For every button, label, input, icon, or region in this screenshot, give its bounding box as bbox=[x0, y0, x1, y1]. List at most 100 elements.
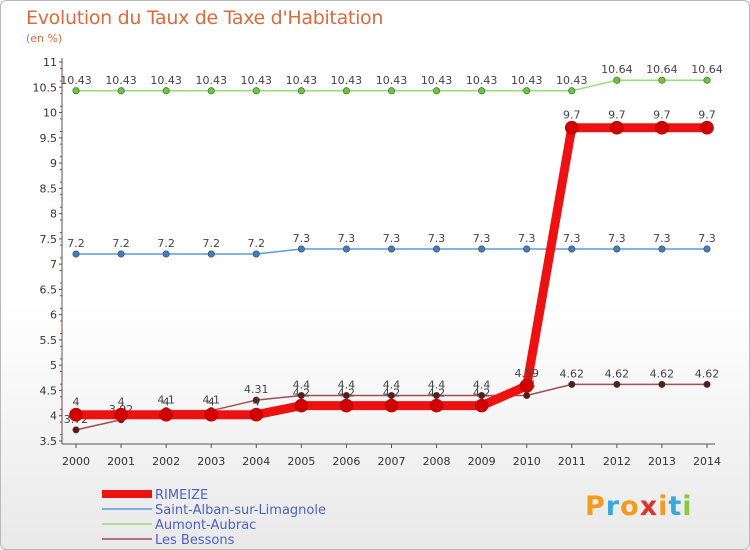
x-tick-label: 2003 bbox=[197, 455, 225, 468]
x-tick-label: 2002 bbox=[152, 455, 180, 468]
data-point-les-bessons bbox=[478, 392, 486, 400]
data-label-rimeize: 9.7 bbox=[563, 109, 581, 122]
data-label-rimeize: 4.2 bbox=[338, 387, 356, 400]
data-label-saint-alban-sur-limagnole: 7.2 bbox=[202, 237, 220, 250]
data-label-saint-alban-sur-limagnole: 7.2 bbox=[112, 237, 130, 250]
data-point-saint-alban-sur-limagnole bbox=[162, 250, 170, 258]
y-tick-label: 9.5 bbox=[40, 132, 58, 145]
data-point-aumont-aubrac bbox=[658, 76, 666, 84]
data-label-aumont-aubrac: 10.64 bbox=[646, 63, 678, 76]
data-point-les-bessons bbox=[703, 380, 711, 388]
data-point-rimeize bbox=[610, 120, 624, 135]
x-tick-label: 2013 bbox=[648, 455, 676, 468]
data-point-saint-alban-sur-limagnole bbox=[613, 245, 621, 253]
logo-letter: i bbox=[658, 491, 669, 522]
data-point-saint-alban-sur-limagnole bbox=[252, 250, 260, 258]
x-tick-label: 2004 bbox=[242, 455, 270, 468]
data-point-aumont-aubrac bbox=[478, 87, 486, 95]
data-point-saint-alban-sur-limagnole bbox=[433, 245, 441, 253]
data-point-saint-alban-sur-limagnole bbox=[523, 245, 531, 253]
data-point-saint-alban-sur-limagnole bbox=[117, 250, 125, 258]
y-tick-label: 8 bbox=[50, 208, 57, 221]
x-tick-label: 2007 bbox=[378, 455, 406, 468]
data-label-rimeize: 4.2 bbox=[383, 387, 401, 400]
data-label-rimeize: 9.7 bbox=[608, 109, 626, 122]
x-tick-label: 2010 bbox=[513, 455, 541, 468]
data-label-aumont-aubrac: 10.43 bbox=[466, 74, 498, 87]
logo-letter: o bbox=[620, 491, 640, 522]
data-point-rimeize bbox=[655, 120, 669, 135]
data-label-rimeize: 9.7 bbox=[653, 109, 671, 122]
data-label-saint-alban-sur-limagnole: 7.3 bbox=[293, 232, 311, 245]
data-point-aumont-aubrac bbox=[342, 87, 350, 95]
y-tick-label: 10 bbox=[43, 107, 57, 120]
data-label-les-bessons: 4.4 bbox=[383, 379, 401, 392]
data-point-saint-alban-sur-limagnole bbox=[658, 245, 666, 253]
data-label-les-bessons: 4.1 bbox=[157, 394, 175, 407]
data-label-saint-alban-sur-limagnole: 7.2 bbox=[157, 237, 175, 250]
y-tick-label: 7 bbox=[50, 258, 57, 271]
data-label-les-bessons: 4.62 bbox=[560, 367, 585, 380]
data-point-rimeize bbox=[339, 398, 354, 413]
x-tick-label: 2012 bbox=[603, 455, 631, 468]
y-tick-label: 7.5 bbox=[40, 233, 58, 246]
logo-letter: P bbox=[585, 491, 606, 522]
data-label-saint-alban-sur-limagnole: 7.2 bbox=[248, 237, 266, 250]
data-label-aumont-aubrac: 10.43 bbox=[150, 74, 182, 87]
data-point-saint-alban-sur-limagnole bbox=[703, 245, 711, 253]
data-label-saint-alban-sur-limagnole: 7.3 bbox=[563, 232, 581, 245]
data-point-rimeize bbox=[474, 398, 489, 413]
data-label-aumont-aubrac: 10.43 bbox=[105, 74, 137, 87]
data-label-saint-alban-sur-limagnole: 7.3 bbox=[338, 232, 356, 245]
data-point-aumont-aubrac bbox=[162, 87, 170, 95]
x-tick-label: 2001 bbox=[107, 455, 135, 468]
data-label-rimeize: 4 bbox=[163, 396, 170, 409]
data-point-aumont-aubrac bbox=[613, 76, 621, 84]
data-label-les-bessons: 4.4 bbox=[428, 379, 446, 392]
data-point-rimeize bbox=[159, 407, 173, 422]
data-label-aumont-aubrac: 10.64 bbox=[691, 63, 723, 76]
data-point-les-bessons bbox=[387, 392, 395, 400]
data-point-les-bessons bbox=[433, 392, 441, 400]
data-label-les-bessons: 4.62 bbox=[605, 367, 630, 380]
y-tick-label: 3.5 bbox=[40, 435, 58, 448]
x-tick-label: 2014 bbox=[693, 455, 721, 468]
data-point-saint-alban-sur-limagnole bbox=[478, 245, 486, 253]
data-point-rimeize bbox=[429, 398, 444, 413]
data-label-aumont-aubrac: 10.43 bbox=[421, 74, 453, 87]
data-label-aumont-aubrac: 10.43 bbox=[511, 74, 543, 87]
x-tick-label: 2011 bbox=[558, 455, 586, 468]
y-tick-label: 6.5 bbox=[40, 283, 58, 296]
data-point-rimeize bbox=[294, 398, 309, 413]
data-point-aumont-aubrac bbox=[433, 87, 441, 95]
data-point-les-bessons bbox=[658, 380, 666, 388]
y-tick-label: 4.5 bbox=[40, 384, 58, 397]
legend-label-aumont-aubrac: Aumont-Aubrac bbox=[155, 518, 256, 533]
data-point-aumont-aubrac bbox=[207, 87, 215, 95]
y-tick-label: 5.5 bbox=[40, 334, 58, 347]
data-point-saint-alban-sur-limagnole bbox=[207, 250, 215, 258]
y-tick-label: 5 bbox=[50, 359, 57, 372]
legend-label-saint-alban-sur-limagnole: Saint-Alban-sur-Limagnole bbox=[155, 503, 326, 518]
data-point-aumont-aubrac bbox=[568, 87, 576, 95]
legend-label-les-bessons: Les Bessons bbox=[155, 533, 235, 548]
data-label-aumont-aubrac: 10.43 bbox=[60, 74, 92, 87]
data-label-aumont-aubrac: 10.43 bbox=[286, 74, 318, 87]
data-point-les-bessons bbox=[72, 426, 80, 434]
data-point-saint-alban-sur-limagnole bbox=[568, 245, 576, 253]
data-point-saint-alban-sur-limagnole bbox=[387, 245, 395, 253]
data-point-les-bessons bbox=[523, 392, 531, 400]
data-point-les-bessons bbox=[613, 380, 621, 388]
data-label-les-bessons: 4.4 bbox=[473, 379, 491, 392]
data-point-rimeize bbox=[564, 120, 579, 135]
data-label-rimeize: 4.59 bbox=[514, 367, 539, 380]
y-tick-label: 11 bbox=[43, 56, 57, 69]
data-label-rimeize: 4 bbox=[208, 396, 215, 409]
data-point-les-bessons bbox=[568, 380, 576, 388]
data-label-aumont-aubrac: 10.64 bbox=[601, 63, 633, 76]
data-point-rimeize bbox=[384, 398, 399, 413]
y-tick-label: 10.5 bbox=[33, 81, 58, 94]
data-label-les-bessons: 4.62 bbox=[650, 367, 675, 380]
logo-letter: t bbox=[668, 491, 683, 522]
